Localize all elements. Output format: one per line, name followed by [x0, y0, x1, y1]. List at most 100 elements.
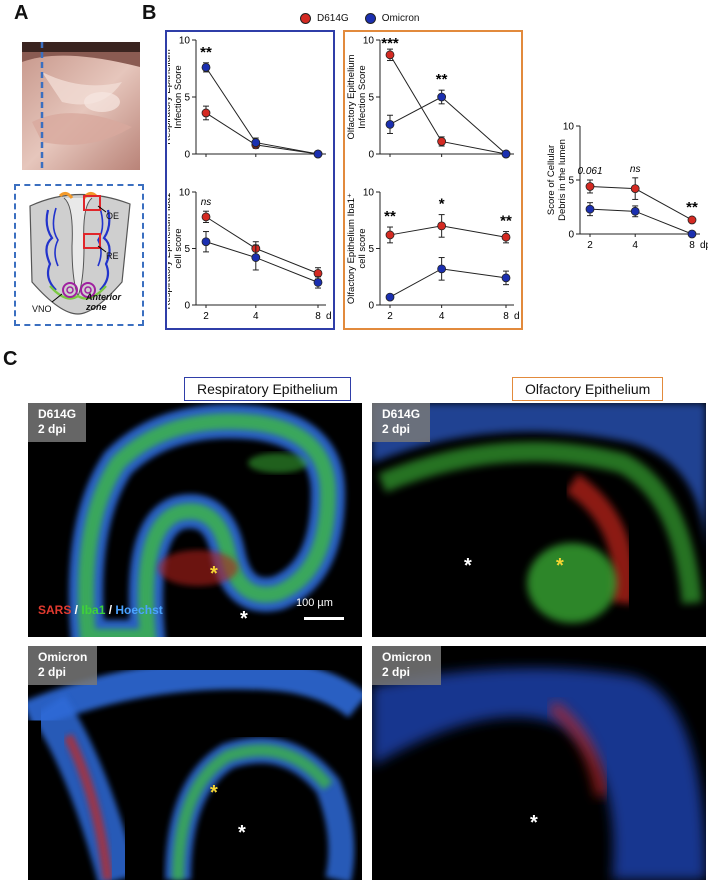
data-point-d614g: [585, 182, 595, 191]
scale-bar-label: 100 µm: [296, 597, 333, 609]
tissue-image: [28, 659, 362, 880]
panel-letter-a: A: [14, 2, 29, 24]
tile-label: D614G 2 dpi: [372, 403, 431, 442]
tissue-image: [372, 403, 706, 623]
data-point-omicron: [501, 273, 511, 283]
olfactory-group-box: [343, 30, 523, 330]
y-tick-label: 5: [368, 244, 374, 255]
micrograph-resp-d614g: D614G 2 dpi * * SARS / Iba1 / Hoechst 100…: [28, 403, 362, 637]
significance-label: **: [436, 71, 448, 88]
chart-oe-infection: 0 5 10 Olfactory EpitheliumInfection Score *…: [346, 35, 514, 161]
x-tick-label: 4: [253, 311, 259, 322]
y-axis-label: Olfactory Epithelium Iba1⁺cell score: [346, 193, 368, 304]
y-axis-label: Score of CellularDebris in the lumen: [546, 139, 568, 221]
series-line-omicron: [205, 241, 319, 283]
x-tick-label: 2: [587, 240, 593, 250]
y-tick-label: 0: [368, 301, 374, 312]
series-line-omicron: [589, 208, 693, 235]
series-line-d614g: [389, 225, 507, 238]
tissue-image: [69, 404, 346, 637]
data-point-omicron: [687, 229, 697, 239]
data-point-d614g: [385, 50, 395, 60]
chart-re-iba1: 0 5 10 2 4 8 dpi Respiratory Epithelium Iba1⁺ce…: [168, 188, 332, 323]
y-axis-label: Olfactory EpitheliumInfection Score: [346, 54, 368, 139]
significance-label: ns: [630, 164, 641, 175]
x-tick-label: 8: [315, 311, 321, 322]
significance-label: *: [439, 196, 445, 213]
chart-debris: 0 5 10 2 4 8 dpi Score of CellularDebris in the…: [546, 122, 708, 251]
y-tick-label: 0: [184, 150, 190, 161]
chart-oe-iba1: 0 5 10 2 4 8 dpi Olfactory Epithelium Iba1⁺cell…: [346, 188, 520, 323]
x-unit-label: dpi: [514, 311, 520, 322]
chart-re-infection: 0 5 10 Respiratory EpitheliumInfection Scor…: [168, 36, 326, 161]
data-point-omicron: [201, 237, 211, 247]
significance-label: **: [384, 208, 396, 225]
y-axis-label: Respiratory Epithelium Iba1⁺cell score: [168, 188, 184, 310]
data-point-d614g: [201, 212, 211, 222]
x-tick-label: 8: [503, 311, 509, 322]
legend: D614G Omicron: [300, 13, 419, 24]
x-tick-label: 8: [689, 240, 695, 250]
yellow-asterisk: *: [556, 555, 564, 577]
series-line-d614g: [205, 216, 319, 274]
data-point-d614g: [313, 268, 323, 278]
data-point-omicron: [437, 264, 447, 274]
tile-label: Omicron 2 dpi: [372, 646, 442, 685]
y-tick-label: 10: [363, 188, 375, 199]
data-point-omicron: [251, 253, 261, 262]
legend-omicron-label: Omicron: [381, 13, 420, 24]
data-point-omicron: [630, 206, 640, 216]
data-point-d614g: [385, 230, 395, 240]
data-point-d614g: [437, 137, 447, 146]
y-tick-label: 10: [363, 36, 375, 47]
y-tick-label: 0: [184, 301, 190, 312]
series-line-omicron: [205, 67, 319, 155]
label-vno: VNO: [32, 304, 52, 314]
data-point-omicron: [585, 204, 595, 214]
stain-legend: SARS / Iba1 / Hoechst: [38, 603, 163, 617]
significance-label: 0.061: [577, 166, 602, 177]
tile-label: Omicron 2 dpi: [28, 646, 98, 685]
data-point-omicron: [313, 149, 323, 159]
y-axis-label: Respiratory EpitheliumInfection Score: [168, 49, 184, 145]
y-tick-label: 10: [179, 36, 191, 47]
series-line-d614g: [205, 112, 319, 155]
nasal-schematic: [29, 191, 131, 315]
label-oe: OE: [106, 211, 120, 221]
yellow-asterisk: *: [210, 563, 218, 585]
significance-label: **: [200, 44, 212, 61]
legend-d614g-marker: [300, 13, 311, 24]
data-point-d614g: [437, 221, 447, 231]
data-point-omicron: [385, 119, 395, 129]
tissue-image: [372, 668, 706, 880]
panel-letter-c: C: [3, 348, 18, 370]
y-tick-label: 5: [368, 93, 374, 104]
yellow-asterisk: *: [210, 782, 218, 804]
y-tick-label: 10: [563, 122, 575, 133]
label-anterior-zone: Anterior zone: [86, 292, 122, 312]
y-tick-label: 5: [184, 244, 190, 255]
data-point-omicron: [251, 138, 261, 147]
data-point-omicron: [201, 62, 211, 72]
legend-d614g-label: D614G: [317, 13, 349, 24]
y-tick-label: 0: [368, 150, 374, 161]
schematic-frame: [14, 184, 144, 326]
x-unit-label: dpi: [326, 311, 332, 322]
data-point-d614g: [201, 108, 211, 118]
data-point-omicron: [437, 92, 447, 102]
x-tick-label: 2: [387, 311, 393, 322]
x-unit-label: dpi: [700, 240, 708, 250]
micrograph-resp-omicron: Omicron 2 dpi * *: [28, 646, 362, 880]
significance-label: ***: [381, 35, 399, 52]
data-point-d614g: [687, 215, 697, 225]
y-tick-label: 10: [179, 188, 191, 199]
x-tick-label: 2: [203, 311, 209, 322]
y-tick-label: 0: [568, 230, 574, 241]
respiratory-group-box: [165, 30, 335, 330]
y-tick-label: 5: [568, 176, 574, 187]
significance-label: **: [686, 199, 698, 216]
series-line-d614g: [589, 185, 693, 221]
panel-letter-b: B: [142, 2, 157, 24]
data-point-omicron: [501, 149, 511, 159]
olfactory-header: Olfactory Epithelium: [512, 377, 664, 401]
